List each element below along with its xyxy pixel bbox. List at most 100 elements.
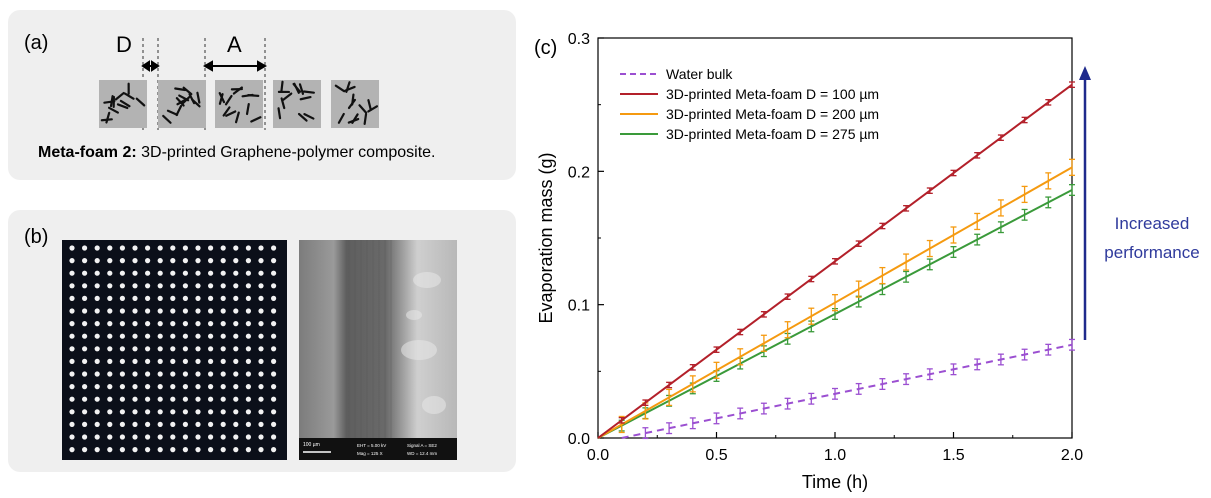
pore-dot: [245, 421, 251, 427]
pore-dot: [220, 371, 226, 377]
pore-dot: [132, 409, 138, 415]
pore-dot: [170, 421, 176, 427]
pore-dot: [94, 371, 100, 377]
pore-dot: [157, 295, 163, 301]
pore-dot: [82, 447, 88, 453]
pore-dot: [233, 447, 239, 453]
pore-dot: [271, 371, 277, 377]
pore-dot: [258, 308, 264, 314]
pore-dot: [69, 396, 75, 402]
pore-dot: [94, 321, 100, 327]
foam-block: [158, 80, 206, 128]
pore-dot: [208, 371, 214, 377]
pore-dot: [69, 270, 75, 276]
pore-dot: [119, 396, 125, 402]
x-tick-label: 0.5: [705, 447, 727, 464]
pore-dot: [94, 396, 100, 402]
pore-dot: [94, 447, 100, 453]
pore-dot: [145, 384, 151, 390]
pore-dot: [69, 346, 75, 352]
pore-dot: [170, 270, 176, 276]
pore-dot: [220, 270, 226, 276]
pore-dot: [157, 245, 163, 251]
pore-dot: [258, 421, 264, 427]
pore-dot: [145, 321, 151, 327]
pore-dot: [69, 308, 75, 314]
pore-dot: [132, 346, 138, 352]
pore-dot: [119, 321, 125, 327]
pore-dot: [208, 434, 214, 440]
pore-dot: [157, 308, 163, 314]
sample-photo: [62, 240, 287, 460]
pore-dot: [258, 346, 264, 352]
pore-dot: [132, 396, 138, 402]
caption-text: 3D-printed Graphene-polymer composite.: [136, 144, 436, 161]
pore-dot: [82, 358, 88, 364]
pore-dot: [195, 447, 201, 453]
annotation-line-2: performance: [1104, 243, 1199, 262]
chart-series: [597, 81, 1075, 440]
pore-dot: [220, 396, 226, 402]
pore-dot: [258, 283, 264, 289]
pore-dot: [208, 308, 214, 314]
evaporation-chart: (c) 0.0 0.5 1.0 1.5 2.0 0.0 0.1 0.2 0.3 Water bu…: [534, 31, 1200, 492]
pore-dot: [107, 283, 113, 289]
pore-dot: [157, 409, 163, 415]
series-line: [597, 81, 1075, 439]
pore-dot: [271, 321, 277, 327]
axis-ticks: 0.0 0.5 1.0 1.5 2.0 0.0 0.1 0.2 0.3: [568, 31, 1083, 464]
pore-dot: [195, 333, 201, 339]
pore-dot: [119, 409, 125, 415]
pore-dot: [157, 434, 163, 440]
pore-dot: [94, 283, 100, 289]
pore-dot: [195, 346, 201, 352]
pore-dot: [258, 358, 264, 364]
pore-array: [69, 245, 277, 453]
pore-dot: [119, 295, 125, 301]
pore-dot: [82, 371, 88, 377]
pore-dot: [258, 295, 264, 301]
pore-dot: [119, 384, 125, 390]
pore-dot: [208, 258, 214, 264]
pore-dot: [220, 245, 226, 251]
pore-dot: [107, 358, 113, 364]
y-tick-label: 0.2: [568, 164, 590, 181]
pore-dot: [258, 447, 264, 453]
pore-dot: [94, 421, 100, 427]
pore-dot: [220, 283, 226, 289]
pore-dot: [271, 283, 277, 289]
pore-dot: [157, 333, 163, 339]
pore-dot: [233, 409, 239, 415]
dimension-a-label: A: [227, 32, 242, 57]
pore-dot: [233, 295, 239, 301]
pore-dot: [195, 270, 201, 276]
pore-dot: [170, 321, 176, 327]
pore-dot: [69, 421, 75, 427]
pore-dot: [157, 396, 163, 402]
pore-dot: [119, 447, 125, 453]
pore-dot: [82, 333, 88, 339]
pore-dot: [233, 270, 239, 276]
pore-dot: [145, 308, 151, 314]
meta-foam-schematic: D A: [99, 32, 379, 130]
legend-entry: Water bulk: [620, 66, 733, 82]
pore-dot: [182, 421, 188, 427]
pore-dot: [220, 258, 226, 264]
x-tick-label: 1.0: [824, 447, 846, 464]
panel-b-label: (b): [24, 226, 49, 248]
pore-dot: [182, 358, 188, 364]
pore-dot: [119, 245, 125, 251]
sem-signal: Signal A = SE2: [407, 443, 437, 448]
pore-dot: [145, 258, 151, 264]
pore-dot: [182, 384, 188, 390]
pore-dot: [208, 358, 214, 364]
pore-dot: [195, 283, 201, 289]
foam-block: [273, 80, 321, 128]
pore-dot: [233, 245, 239, 251]
pore-dot: [132, 447, 138, 453]
pore-dot: [245, 346, 251, 352]
pore-dot: [195, 384, 201, 390]
pore-dot: [258, 270, 264, 276]
pore-dot: [107, 409, 113, 415]
pore-dot: [195, 308, 201, 314]
